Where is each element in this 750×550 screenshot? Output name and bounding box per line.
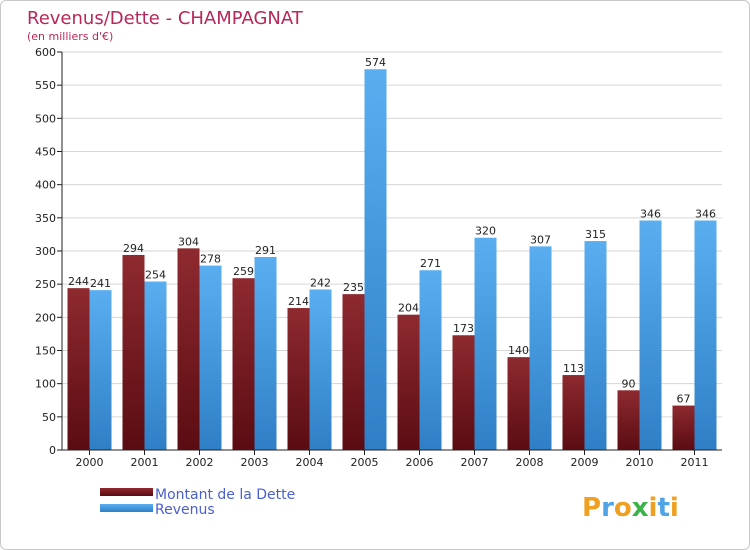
data-label-revenus: 346 — [640, 207, 661, 220]
x-tick-label: 2001 — [131, 456, 159, 469]
bar-dette — [672, 405, 695, 450]
data-label-revenus: 320 — [475, 225, 496, 238]
bar-revenus — [254, 256, 277, 450]
bar-dette — [452, 335, 475, 450]
bar-revenus — [474, 237, 497, 450]
y-tick-label: 400 — [35, 179, 56, 192]
proxiti-logo: Proxiti — [582, 493, 679, 523]
data-label-dette: 140 — [508, 344, 529, 357]
logo-letter: x — [632, 493, 649, 523]
bar-dette — [122, 254, 145, 450]
y-axis-ticks: 0 50 100 150 200 250 300 350 400 450 500 550 600 — [35, 46, 62, 457]
x-tick-label: 2008 — [516, 456, 544, 469]
bar-revenus — [89, 290, 112, 450]
logo-letter: o — [614, 493, 632, 523]
data-label-dette: 244 — [68, 275, 89, 288]
data-label-revenus: 254 — [145, 269, 166, 282]
bar-dette — [177, 248, 200, 450]
bar-revenus — [199, 265, 222, 450]
y-tick-label: 0 — [49, 444, 56, 457]
data-label-revenus: 291 — [255, 244, 276, 257]
bars — [67, 69, 717, 450]
bar-dette — [67, 288, 90, 450]
legend-label-revenus: Revenus — [155, 502, 215, 518]
data-label-dette: 173 — [453, 322, 474, 335]
bar-dette — [617, 390, 640, 450]
bar-revenus — [309, 289, 332, 450]
bar-revenus — [584, 241, 607, 450]
data-label-revenus: 271 — [420, 257, 441, 270]
data-label-revenus: 278 — [200, 253, 221, 266]
bar-revenus — [694, 220, 717, 450]
legend-swatch-revenus — [100, 504, 153, 512]
data-label-revenus: 307 — [530, 233, 551, 246]
y-tick-label: 150 — [35, 345, 56, 358]
data-label-dette: 304 — [178, 235, 199, 248]
data-label-dette: 214 — [288, 295, 309, 308]
data-label-revenus: 242 — [310, 276, 331, 289]
bar-revenus — [529, 246, 552, 450]
data-label-dette: 259 — [233, 265, 254, 278]
y-tick-label: 450 — [35, 146, 56, 159]
data-label-dette: 90 — [622, 377, 636, 390]
data-label-revenus: 241 — [90, 277, 111, 290]
x-tick-label: 2009 — [571, 456, 599, 469]
bar-revenus — [144, 281, 167, 450]
x-tick-label: 2007 — [461, 456, 489, 469]
data-label-dette: 67 — [677, 393, 691, 406]
data-label-revenus: 574 — [365, 56, 386, 69]
data-label-dette: 204 — [398, 302, 419, 315]
logo-letter: t — [657, 493, 669, 523]
logo-letter: i — [670, 493, 679, 523]
y-tick-label: 500 — [35, 112, 56, 125]
y-tick-label: 300 — [35, 245, 56, 258]
bar-revenus — [364, 69, 387, 450]
y-tick-label: 600 — [35, 46, 56, 59]
data-label-dette: 113 — [563, 362, 584, 375]
data-label-revenus: 346 — [695, 207, 716, 220]
data-label-dette: 235 — [343, 281, 364, 294]
bar-dette — [562, 375, 585, 450]
chart-subtitle: (en milliers d'€) — [27, 30, 113, 43]
bar-dette — [342, 294, 365, 450]
bar-revenus — [639, 220, 662, 450]
x-tick-label: 2003 — [241, 456, 269, 469]
x-tick-label: 2005 — [351, 456, 379, 469]
x-tick-label: 2000 — [76, 456, 104, 469]
x-tick-label: 2004 — [296, 456, 324, 469]
data-label-revenus: 315 — [585, 228, 606, 241]
x-tick-label: 2002 — [186, 456, 214, 469]
x-axis-ticks: 2000 2001 2002 2003 2004 2005 2006 2007 2008 2009… — [76, 450, 709, 469]
x-tick-label: 2010 — [626, 456, 654, 469]
y-tick-label: 200 — [35, 311, 56, 324]
y-tick-label: 100 — [35, 378, 56, 391]
chart-title: Revenus/Dette - CHAMPAGNAT — [27, 8, 304, 29]
data-label-dette: 294 — [123, 242, 144, 255]
y-tick-label: 550 — [35, 79, 56, 92]
y-tick-label: 350 — [35, 212, 56, 225]
bar-dette — [232, 278, 255, 450]
grid-lines — [62, 51, 722, 418]
logo-letter: i — [649, 493, 658, 523]
x-tick-label: 2006 — [406, 456, 434, 469]
legend-swatch-debt — [100, 488, 153, 496]
bar-revenus — [419, 270, 442, 450]
y-tick-label: 250 — [35, 278, 56, 291]
bar-dette — [397, 314, 420, 450]
logo-letter: P — [582, 493, 601, 523]
y-tick-label: 50 — [42, 411, 56, 424]
bar-dette — [507, 357, 530, 450]
legend-label-debt: Montant de la Dette — [155, 487, 295, 503]
logo-letter: r — [601, 493, 614, 523]
x-tick-label: 2011 — [681, 456, 709, 469]
bar-dette — [287, 308, 310, 450]
